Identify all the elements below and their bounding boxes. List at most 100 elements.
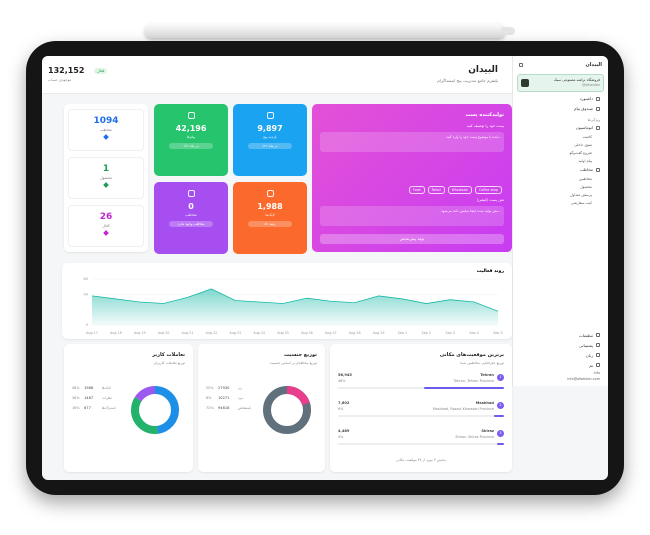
location-progress-fill <box>424 387 504 389</box>
x-tick-label: Sep 3 <box>446 331 455 335</box>
legend-label: نامشخص <box>238 406 252 410</box>
sidebar-item-inbox[interactable]: صندوق پیام <box>513 104 608 114</box>
sidebar-subitem[interactable]: محصول <box>580 184 592 189</box>
rank-badge: 2 <box>497 402 504 409</box>
card-title: توزیع جنسیت <box>284 352 317 358</box>
location-progress-bar <box>338 415 504 417</box>
tag-chip[interactable]: Retail <box>427 186 445 194</box>
x-tick-label: Aug 24 <box>253 331 265 335</box>
legend-label: زن <box>238 386 243 390</box>
card-title: تعاملات کاربر <box>152 352 185 358</box>
legend-value: 1487 <box>84 396 94 400</box>
prompt-input[interactable]: ایده یا موضوع پست خود را وارد کنید... <box>320 132 504 152</box>
gender-card: توزیع جنسیت توزیع مخاطبان بر اساس جنسیت … <box>198 344 325 472</box>
tag-chip[interactable]: Wholesale <box>447 186 473 194</box>
tile-badge: مخاطب وجود ندارد <box>169 221 213 227</box>
legend-pct: 48% <box>72 386 80 390</box>
x-tick-label: Aug 20 <box>158 331 170 335</box>
tile-value: 42,196 <box>175 124 207 133</box>
x-tick-label: Aug 29 <box>373 331 385 335</box>
tile-views[interactable]: 9,897 بازدید پیج ۱۲٪ در ماه <box>233 104 307 176</box>
y-tick-label: 60 <box>84 277 88 281</box>
activity-chart: 60 40 0 Aug 17 Aug 18 Aug 19 Aug 20 Aug 21 Aug 2… <box>84 277 503 335</box>
legend-pct: 20% <box>206 386 214 390</box>
post-generator-title: تولیدکننده پست <box>465 112 504 118</box>
users-icon <box>187 190 195 197</box>
tile-audience[interactable]: 0 مخاطب مخاطب وجود ندارد <box>154 182 228 254</box>
tag-chip[interactable]: Coffee shop <box>475 186 502 194</box>
y-tick-label: 40 <box>84 293 88 297</box>
tile-label: بازدید پیج <box>263 135 277 139</box>
location-pct: 48% <box>338 379 346 383</box>
sidebar-item-label: تنظیمات <box>578 332 593 338</box>
location-full: Shiraz, Shiraz Province <box>455 435 494 439</box>
legend-value: 10271 <box>218 396 230 400</box>
sidebar-item-label: صندوق پیام <box>573 106 593 112</box>
x-tick-label: Sep 4 <box>469 331 478 335</box>
sidebar-subitem[interactable]: پیام اولیه <box>578 158 592 163</box>
stat-products: 1 محصول <box>68 157 144 199</box>
x-tick-label: Aug 25 <box>277 331 289 335</box>
sidebar-subitem[interactable]: کیت سفارشی <box>570 200 592 205</box>
sidebar-group-automation[interactable]: اتوماسیون <box>513 123 608 133</box>
activity-area <box>92 288 498 325</box>
tile-badge: ۸٪ رشد <box>248 221 292 227</box>
legend-value: 677 <box>84 406 91 410</box>
dashboard-screen: البیدان فروشگاه تراشه مصنوعی سبک @albeid… <box>42 56 608 480</box>
sidebar-subitem[interactable]: پرسش متداول <box>570 192 592 197</box>
page-title: البیدان <box>468 65 498 75</box>
automation-icon <box>596 125 600 130</box>
engagement-donut-chart <box>131 386 179 434</box>
location-pct: 6% <box>338 407 344 411</box>
legend-value: 1988 <box>84 386 94 390</box>
stat-value: 1 <box>102 164 110 174</box>
location-name: Shiraz <box>481 429 494 433</box>
stat-label: کانال <box>102 224 110 228</box>
donut-slice-shares <box>131 386 179 434</box>
dashboard-icon <box>596 96 600 101</box>
legend-value: 27930 <box>218 386 230 390</box>
legend-pct: 8% <box>206 396 212 400</box>
headset-icon <box>596 343 600 347</box>
sidebar-subitem[interactable]: مخاطبین <box>578 176 592 181</box>
sidebar-item-theme[interactable]: تم <box>512 360 608 370</box>
user-email: info@albeidan.com <box>567 377 600 381</box>
tile-badge: ۱۶٪ در ماه <box>169 143 213 149</box>
sidebar-item-dashboard[interactable]: داشبورد <box>513 94 608 104</box>
menu-icon[interactable] <box>519 63 523 67</box>
status-badge: فعال <box>94 68 108 74</box>
gear-icon <box>596 333 600 337</box>
location-pct: 4% <box>338 435 344 439</box>
x-tick-label: Aug 28 <box>349 331 361 335</box>
top-bar: البیدان پلتفرم جامع مدیریت پیج اینستاگرا… <box>42 56 512 94</box>
card-subtitle: توزیع مخاطبان بر اساس جنسیت <box>269 361 317 365</box>
tile-label: لایک‌ها <box>265 213 275 217</box>
tile-label: پیام‌ها <box>186 135 196 139</box>
sidebar-subitem[interactable]: کامنت <box>582 134 592 139</box>
location-progress-fill <box>497 443 504 445</box>
contacts-icon <box>596 167 600 172</box>
globe-icon <box>596 353 600 357</box>
account-name: فروشگاه تراشه مصنوعی سبک <box>553 78 600 82</box>
sidebar-item-settings[interactable]: تنظیمات <box>512 330 608 340</box>
generate-button[interactable]: تولید پیش‌نمایش <box>320 234 504 244</box>
tile-messages[interactable]: 42,196 پیام‌ها ۱۶٪ در ماه <box>154 104 228 176</box>
sidebar-subitem[interactable]: منوی داخلی <box>574 142 592 147</box>
sidebar-item-language[interactable]: زبان <box>512 350 608 360</box>
caption-input[interactable]: متن تولید شده اینجا نمایش داده می‌شود... <box>320 206 504 226</box>
rank-badge: 1 <box>497 374 504 381</box>
sidebar-subitem[interactable]: شروع گفت‌وگو <box>569 150 592 155</box>
engagement-legend-row: 36% 1487 نظرات <box>72 396 130 400</box>
tag-chip[interactable]: Food <box>408 186 425 194</box>
tile-likes[interactable]: 1,988 لایک‌ها ۸٪ رشد <box>233 182 307 254</box>
x-tick-label: Aug 21 <box>182 331 194 335</box>
x-tick-label: Sep 5 <box>493 331 502 335</box>
account-card[interactable]: فروشگاه تراشه مصنوعی سبک @albeidan <box>517 74 604 92</box>
legend-label: لایک‌ها <box>102 386 111 390</box>
sidebar-item-support[interactable]: پشتیبانی <box>512 340 608 350</box>
location-progress-bar <box>338 387 504 389</box>
legend-label: مرد <box>238 396 244 400</box>
y-tick-label: 0 <box>86 323 88 327</box>
sidebar-group-contacts[interactable]: مخاطب <box>513 165 608 175</box>
location-full: Tehran, Tehran Province <box>453 379 494 383</box>
